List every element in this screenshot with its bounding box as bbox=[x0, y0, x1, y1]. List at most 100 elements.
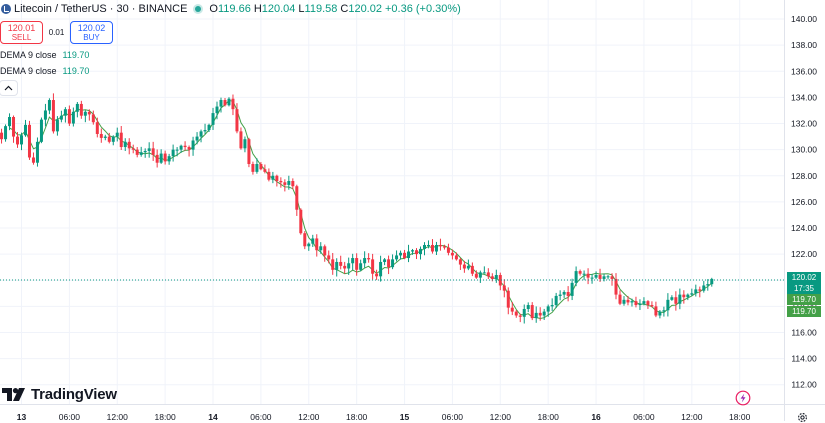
candle-body bbox=[666, 299, 670, 311]
low-value: 119.58 bbox=[304, 3, 338, 15]
candle-body bbox=[103, 136, 107, 138]
candle-body bbox=[359, 263, 363, 270]
candle-body bbox=[650, 305, 654, 307]
price-tick-label: 114.00 bbox=[791, 354, 817, 364]
indicator-name: DEMA 9 close bbox=[0, 66, 57, 76]
candle-body bbox=[403, 252, 407, 259]
symbol-header[interactable]: Litecoin / TetherUS · 30 · BINANCE O 119.… bbox=[0, 1, 464, 17]
candle-body bbox=[71, 111, 75, 124]
candle-body bbox=[63, 109, 67, 116]
candle-body bbox=[686, 294, 690, 298]
buy-label: BUY bbox=[83, 32, 100, 42]
candle-body bbox=[626, 299, 630, 303]
low-label: L bbox=[298, 3, 305, 15]
candle-body bbox=[347, 263, 351, 269]
dema-price-label-2: 119.70 bbox=[787, 306, 821, 317]
candle-body bbox=[283, 182, 287, 185]
candle-body bbox=[411, 250, 415, 252]
candle-body bbox=[438, 244, 442, 247]
candle-body bbox=[486, 272, 490, 277]
indicator-value: 119.70 bbox=[62, 66, 90, 76]
indicator-value: 119.70 bbox=[62, 50, 90, 60]
candle-body bbox=[490, 276, 494, 279]
candle-body bbox=[155, 154, 159, 163]
candle-body bbox=[363, 258, 367, 264]
price-tick-label: 134.00 bbox=[791, 92, 817, 102]
candle-body bbox=[558, 294, 562, 296]
candle-body bbox=[542, 311, 546, 316]
candle-body bbox=[395, 255, 399, 260]
candle-body bbox=[267, 171, 271, 180]
lightning-icon[interactable] bbox=[735, 390, 751, 406]
candle-body bbox=[379, 261, 383, 277]
candle-body bbox=[698, 289, 702, 291]
price-tick-label: 122.00 bbox=[791, 249, 817, 259]
time-tick-label: 18:00 bbox=[154, 412, 176, 421]
buy-button[interactable]: 120.02 BUY bbox=[70, 21, 113, 44]
price-tick-label: 128.00 bbox=[791, 171, 817, 181]
spread-value: 0.01 bbox=[48, 28, 65, 37]
candle-body bbox=[187, 147, 191, 150]
sell-button[interactable]: 120.01 SELL bbox=[0, 21, 43, 44]
time-tick-label: 15 bbox=[400, 412, 410, 421]
candle-body bbox=[610, 276, 614, 279]
time-tick-label: 06:00 bbox=[633, 412, 655, 421]
candle-body bbox=[31, 157, 35, 163]
candle-body bbox=[75, 103, 79, 112]
candle-body bbox=[95, 122, 99, 134]
candle-body bbox=[690, 293, 694, 295]
candle-body bbox=[654, 306, 658, 316]
candle-body bbox=[259, 164, 263, 170]
candle-body bbox=[275, 175, 279, 181]
candle-body bbox=[422, 244, 426, 249]
candle-body bbox=[510, 307, 514, 312]
candle-body bbox=[315, 238, 319, 251]
sell-label: SELL bbox=[11, 32, 32, 42]
price-tick-label: 124.00 bbox=[791, 223, 817, 233]
buy-price: 120.02 bbox=[77, 22, 106, 33]
time-tick-label: 18:00 bbox=[729, 412, 751, 421]
high-value: 120.04 bbox=[261, 3, 296, 15]
candle-body bbox=[51, 100, 55, 132]
candle-body bbox=[0, 132, 4, 140]
gear-icon[interactable] bbox=[797, 412, 808, 423]
candle-body bbox=[586, 273, 590, 278]
candle-body bbox=[434, 244, 438, 252]
indicator-legend-2[interactable]: DEMA 9 close 119.70 bbox=[0, 66, 89, 76]
open-label: O bbox=[209, 3, 218, 15]
time-tick-label: 06:00 bbox=[442, 412, 464, 421]
candle-body bbox=[530, 305, 534, 319]
candle-body bbox=[466, 265, 470, 269]
candle-body bbox=[67, 109, 71, 124]
candle-body bbox=[211, 113, 215, 125]
candle-body bbox=[638, 303, 642, 306]
price-axis[interactable]: 112.00114.00116.00118.00120.00122.00124.… bbox=[784, 0, 818, 421]
time-tick-label: 14 bbox=[208, 412, 218, 421]
candle-body bbox=[622, 299, 626, 304]
collapse-legend-button[interactable] bbox=[0, 81, 17, 95]
symbol-title[interactable]: Litecoin / TetherUS · 30 · BINANCE bbox=[14, 3, 188, 15]
candle-body bbox=[219, 100, 223, 107]
candle-body bbox=[534, 312, 538, 319]
time-tick-label: 12:00 bbox=[490, 412, 512, 421]
time-tick-label: 18:00 bbox=[346, 412, 368, 421]
candle-body bbox=[235, 109, 239, 132]
candle-body bbox=[163, 153, 167, 162]
candle-body bbox=[335, 261, 339, 270]
candle-body bbox=[4, 126, 8, 140]
candle-body bbox=[570, 282, 574, 296]
trade-panel: 120.01 SELL 0.01 120.02 BUY bbox=[0, 21, 113, 44]
candle-body bbox=[99, 133, 103, 138]
indicator-legend-1[interactable]: DEMA 9 close 119.70 bbox=[0, 50, 89, 60]
time-tick-label: 18:00 bbox=[538, 412, 560, 421]
time-axis[interactable]: 13 06:00 12:00 18:00 14 06:00 12:00 18:00 15 06:0… bbox=[0, 404, 825, 422]
tradingview-logo-icon bbox=[2, 388, 25, 401]
price-tick-label: 132.00 bbox=[791, 119, 817, 129]
candle-body bbox=[598, 275, 602, 279]
litecoin-logo-icon bbox=[1, 4, 11, 14]
price-tick-label: 130.00 bbox=[791, 145, 817, 155]
candle-body bbox=[339, 261, 343, 266]
candle-body bbox=[526, 305, 530, 309]
tradingview-logo[interactable]: TradingView bbox=[2, 386, 117, 403]
